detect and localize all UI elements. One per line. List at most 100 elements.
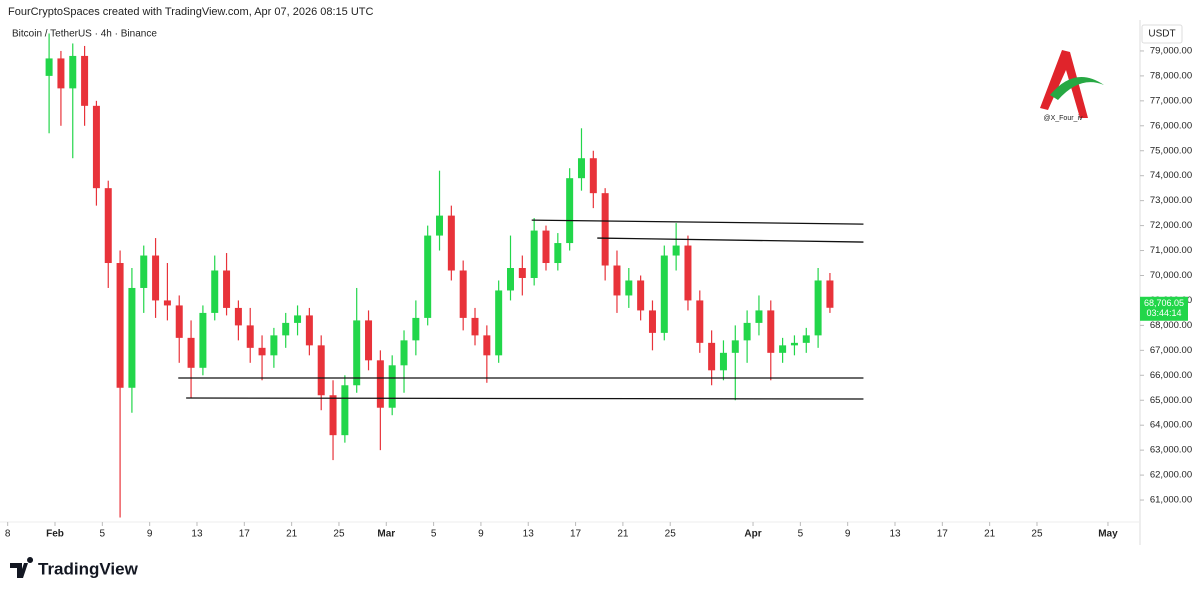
- candle-body: [412, 317, 420, 341]
- candle-body: [305, 315, 313, 346]
- y-tick-label: 61,000.00: [1150, 495, 1192, 506]
- candle-body: [779, 345, 787, 353]
- candle-body: [436, 215, 444, 236]
- chart-header: FourCryptoSpaces created with TradingVie…: [8, 6, 373, 18]
- brand-name: TradingView: [38, 559, 139, 578]
- currency-box: [1141, 24, 1183, 44]
- y-tick-label: 75,000.00: [1150, 145, 1192, 156]
- x-tick-label: 21: [617, 529, 629, 540]
- candle-body: [495, 290, 503, 356]
- level-line: [597, 237, 864, 243]
- brand-logo: TradingView: [10, 557, 139, 578]
- candle-body: [376, 360, 384, 408]
- candle-body: [69, 55, 77, 89]
- candle-body: [329, 395, 337, 436]
- candle-body: [577, 158, 585, 179]
- candles: [45, 33, 834, 518]
- candle-body: [471, 317, 479, 336]
- candle-body: [483, 335, 491, 356]
- candle-body: [187, 337, 195, 368]
- candle-body: [223, 270, 231, 308]
- candle-body: [660, 255, 668, 333]
- candle-body: [199, 312, 207, 368]
- candle-body: [294, 315, 302, 323]
- candle-body: [696, 300, 704, 343]
- watermark-logo: @X_Four_iv: [1040, 50, 1104, 122]
- y-tick-label: 65,000.00: [1150, 395, 1192, 406]
- candle-body: [554, 243, 562, 264]
- y-tick-label: 63,000.00: [1150, 445, 1192, 456]
- candle-body: [708, 342, 716, 371]
- candle-body: [826, 280, 834, 308]
- symbol-info: Bitcoin / TetherUS · 4h · Binance: [12, 29, 157, 40]
- candle-body: [790, 342, 798, 346]
- x-tick-label: 13: [523, 529, 535, 540]
- candle-body: [802, 335, 810, 343]
- y-tick-label: 66,000.00: [1150, 370, 1192, 381]
- candle-body: [258, 347, 266, 356]
- candle-body: [814, 280, 822, 336]
- y-tick-label: 78,000.00: [1150, 70, 1192, 81]
- x-tick-label: 25: [1031, 529, 1043, 540]
- x-tick-label: 21: [984, 529, 996, 540]
- x-tick-label: 13: [191, 529, 203, 540]
- x-tick-label: 5: [100, 529, 106, 540]
- last-price-label: 68,706.05: [1144, 298, 1184, 308]
- y-tick-label: 67,000.00: [1150, 345, 1192, 356]
- candle-body: [400, 340, 408, 366]
- candle-body: [140, 255, 148, 288]
- candle-body: [719, 352, 727, 371]
- y-tick-label: 74,000.00: [1150, 170, 1192, 181]
- candle-body: [625, 280, 633, 296]
- x-tick-label: May: [1098, 529, 1118, 540]
- x-tick-label: 25: [665, 529, 677, 540]
- candle-body: [92, 105, 100, 189]
- candle-body: [755, 310, 763, 323]
- y-tick-label: 79,000.00: [1150, 45, 1192, 56]
- y-tick-label: 72,000.00: [1150, 220, 1192, 231]
- y-tick-label: 68,000.00: [1150, 320, 1192, 331]
- x-tick-label: Mar: [377, 529, 395, 540]
- candle-body: [175, 305, 183, 338]
- y-tick-label: 77,000.00: [1150, 95, 1192, 106]
- candle-body: [57, 58, 65, 89]
- candle-body: [104, 188, 112, 264]
- candle-body: [731, 340, 739, 353]
- x-tick-label: 25: [333, 529, 345, 540]
- x-tick-label: 21: [286, 529, 298, 540]
- watermark-text: @X_Four_iv: [1043, 115, 1083, 122]
- candle-body: [507, 268, 515, 291]
- candle-body: [270, 335, 278, 356]
- candle-body: [353, 320, 361, 386]
- candle-body: [518, 268, 526, 278]
- candle-body: [211, 270, 219, 313]
- x-tick-label: Feb: [46, 529, 64, 540]
- candle-body: [246, 325, 254, 348]
- x-tick-label: Apr: [744, 529, 761, 540]
- y-tick-label: 70,000.00: [1150, 270, 1192, 281]
- x-tick-label: 17: [937, 529, 949, 540]
- candle-body: [542, 230, 550, 264]
- candle-body: [81, 55, 89, 106]
- candle-body: [648, 310, 656, 333]
- x-tick-label: 9: [845, 529, 851, 540]
- candle-body: [447, 215, 455, 271]
- candle-body: [684, 245, 692, 301]
- candle-body: [613, 265, 621, 296]
- candle-body: [530, 230, 538, 278]
- x-tick-label: 5: [798, 529, 804, 540]
- x-tick-label: 8: [5, 529, 11, 540]
- candle-body: [767, 310, 775, 353]
- candle-body: [743, 322, 751, 341]
- y-tick-label: 73,000.00: [1150, 195, 1192, 206]
- x-tick-label: 17: [570, 529, 582, 540]
- candle-body: [45, 58, 53, 76]
- x-tick-label: 13: [889, 529, 901, 540]
- y-tick-label: 62,000.00: [1150, 470, 1192, 481]
- currency-label: USDT: [1148, 29, 1175, 40]
- candle-body: [341, 385, 349, 436]
- candle-body: [163, 300, 171, 306]
- x-tick-label: 9: [147, 529, 153, 540]
